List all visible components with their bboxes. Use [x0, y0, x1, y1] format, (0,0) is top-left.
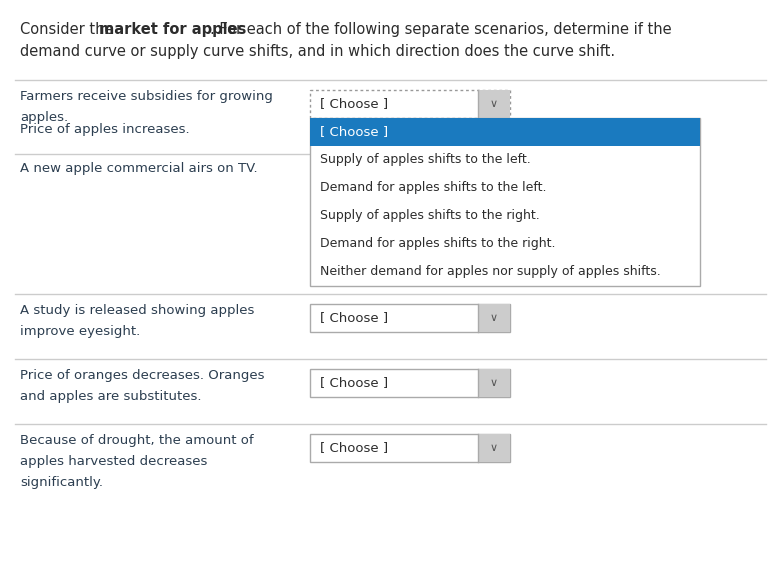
Bar	[478, 369, 510, 397]
Bar	[310, 90, 510, 118]
Text: [ Choose ]: [ Choose ]	[320, 97, 388, 111]
Bar	[310, 118, 700, 146]
Text: Demand for apples shifts to the right.: Demand for apples shifts to the right.	[320, 238, 555, 250]
Text: Neither demand for apples nor supply of apples shifts.: Neither demand for apples nor supply of …	[320, 266, 661, 279]
Text: market for apples: market for apples	[98, 22, 246, 37]
Text: Price of oranges decreases. Oranges: Price of oranges decreases. Oranges	[20, 369, 265, 382]
Text: apples.: apples.	[20, 111, 68, 124]
Text: Supply of apples shifts to the left.: Supply of apples shifts to the left.	[320, 153, 531, 166]
Text: A study is released showing apples: A study is released showing apples	[20, 304, 255, 317]
Text: ∨: ∨	[490, 443, 498, 453]
Text: [ Choose ]: [ Choose ]	[320, 377, 388, 389]
Bar	[478, 304, 510, 332]
Text: improve eyesight.: improve eyesight.	[20, 325, 141, 338]
Text: Supply of apples shifts to the right.: Supply of apples shifts to the right.	[320, 210, 540, 222]
Text: ∨: ∨	[490, 99, 498, 109]
Text: and apples are substitutes.: and apples are substitutes.	[20, 390, 201, 403]
Bar	[310, 304, 510, 332]
Text: Because of drought, the amount of: Because of drought, the amount of	[20, 434, 254, 447]
Text: Price of apples increases.: Price of apples increases.	[20, 123, 190, 136]
Text: Demand for apples shifts to the left.: Demand for apples shifts to the left.	[320, 181, 547, 194]
Text: demand curve or supply curve shifts, and in which direction does the curve shift: demand curve or supply curve shifts, and…	[20, 44, 615, 59]
Text: . For each of the following separate scenarios, determine if the: . For each of the following separate sce…	[210, 22, 672, 37]
Bar	[310, 118, 700, 286]
Bar	[310, 434, 510, 462]
Text: significantly.: significantly.	[20, 476, 103, 489]
Bar	[310, 369, 510, 397]
Bar	[478, 434, 510, 462]
Text: [ Choose ]: [ Choose ]	[320, 442, 388, 454]
Text: ∨: ∨	[490, 378, 498, 388]
Text: A new apple commercial airs on TV.: A new apple commercial airs on TV.	[20, 162, 258, 175]
Text: ∨: ∨	[490, 313, 498, 323]
Text: [ Choose ]: [ Choose ]	[320, 311, 388, 324]
Text: Consider the: Consider the	[20, 22, 118, 37]
Text: apples harvested decreases: apples harvested decreases	[20, 455, 208, 468]
Text: Farmers receive subsidies for growing: Farmers receive subsidies for growing	[20, 90, 273, 103]
Bar	[478, 90, 510, 118]
Text: [ Choose ]: [ Choose ]	[320, 125, 388, 139]
